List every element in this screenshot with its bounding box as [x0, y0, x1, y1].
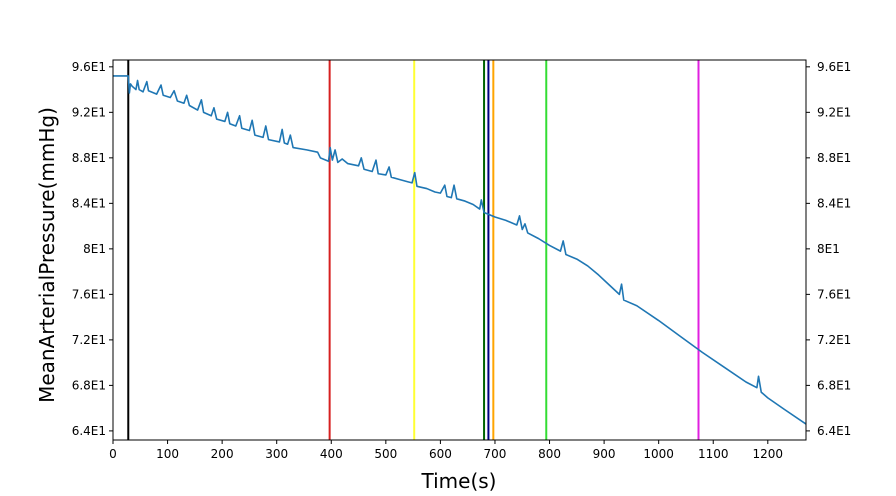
- y-tick-label-left: 8.4E1: [72, 196, 106, 210]
- x-tick-label: 1200: [753, 447, 784, 461]
- y-tick-label-left: 7.6E1: [72, 287, 106, 301]
- series-line: [113, 75, 807, 425]
- y-tick-label-left: 8E1: [83, 242, 106, 256]
- x-tick-label: 200: [211, 447, 234, 461]
- x-tick-label: 1000: [643, 447, 674, 461]
- x-tick-label: 500: [374, 447, 397, 461]
- y-tick-label-left: 7.2E1: [72, 333, 106, 347]
- x-axis-label: Time(s): [421, 469, 497, 493]
- axes: [112, 59, 807, 441]
- x-tick-label: 600: [429, 447, 452, 461]
- y-tick-label-left: 6.8E1: [72, 378, 106, 392]
- y-tick-label-right: 8.4E1: [817, 196, 851, 210]
- y-tick-label-left: 9.2E1: [72, 105, 106, 119]
- y-tick-label-right: 7.2E1: [817, 333, 851, 347]
- x-tick-label: 900: [593, 447, 616, 461]
- series-layer: [113, 75, 807, 425]
- y-tick-label-right: 6.4E1: [817, 424, 851, 438]
- y-tick-label-right: 6.8E1: [817, 378, 851, 392]
- y-axis-label: MeanArterialPressure(mmHg): [35, 107, 59, 403]
- event-markers: [127, 60, 700, 440]
- y-axis-ticks-right: 6.4E1 6.8E1 7.2E1 7.6E1 8E1 8.4E1 8.8E1 9.2E1 9.…: [806, 60, 851, 438]
- y-tick-label-left: 6.4E1: [72, 424, 106, 438]
- x-tick-label: 400: [320, 447, 343, 461]
- y-tick-label-left: 8.8E1: [72, 151, 106, 165]
- y-tick-label-right: 9.2E1: [817, 105, 851, 119]
- y-tick-label-left: 9.6E1: [72, 60, 106, 74]
- x-tick-label: 0: [109, 447, 117, 461]
- x-tick-label: 800: [538, 447, 561, 461]
- y-tick-label-right: 7.6E1: [817, 287, 851, 301]
- y-tick-label-right: 9.6E1: [817, 60, 851, 74]
- y-axis-ticks-left: 6.4E1 6.8E1 7.2E1 7.6E1 8E1 8.4E1 8.8E1 9.2E1 9.…: [72, 60, 113, 438]
- x-tick-label: 1100: [698, 447, 729, 461]
- x-tick-label: 300: [265, 447, 288, 461]
- plot-frame: [112, 59, 807, 441]
- x-axis-ticks: 0 100 200 300 400 500 600 700 800 900 1000 1100 1200: [109, 440, 783, 461]
- x-tick-label: 700: [484, 447, 507, 461]
- y-tick-label-right: 8.8E1: [817, 151, 851, 165]
- x-tick-label: 100: [156, 447, 179, 461]
- y-tick-label-right: 8E1: [817, 242, 840, 256]
